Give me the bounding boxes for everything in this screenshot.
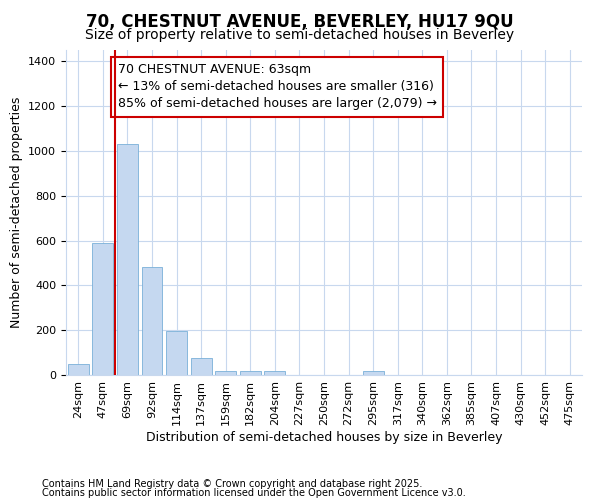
Bar <box>117 144 138 375</box>
Bar <box>265 370 286 375</box>
Bar <box>191 358 212 375</box>
Bar <box>166 332 187 375</box>
Text: 70, CHESTNUT AVENUE, BEVERLEY, HU17 9QU: 70, CHESTNUT AVENUE, BEVERLEY, HU17 9QU <box>86 12 514 30</box>
Bar <box>362 370 383 375</box>
Text: Contains public sector information licensed under the Open Government Licence v3: Contains public sector information licen… <box>42 488 466 498</box>
Bar <box>215 370 236 375</box>
Y-axis label: Number of semi-detached properties: Number of semi-detached properties <box>10 97 23 328</box>
Bar <box>68 364 89 375</box>
Text: Size of property relative to semi-detached houses in Beverley: Size of property relative to semi-detach… <box>85 28 515 42</box>
X-axis label: Distribution of semi-detached houses by size in Beverley: Distribution of semi-detached houses by … <box>146 430 502 444</box>
Bar <box>92 243 113 375</box>
Text: 70 CHESTNUT AVENUE: 63sqm
← 13% of semi-detached houses are smaller (316)
85% of: 70 CHESTNUT AVENUE: 63sqm ← 13% of semi-… <box>118 64 437 110</box>
Bar <box>142 268 163 375</box>
Bar <box>240 370 261 375</box>
Text: Contains HM Land Registry data © Crown copyright and database right 2025.: Contains HM Land Registry data © Crown c… <box>42 479 422 489</box>
